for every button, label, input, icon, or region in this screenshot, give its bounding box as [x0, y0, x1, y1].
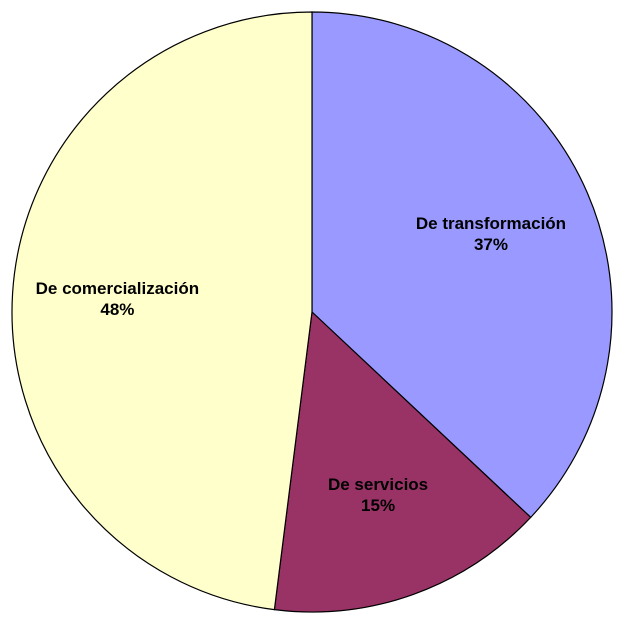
- slice-label: De transformación: [416, 214, 566, 233]
- slice-label: De comercialización: [36, 279, 199, 298]
- slice-value-label: 37%: [474, 235, 508, 254]
- pie-slice: [311, 11, 613, 519]
- slice-value-label: 48%: [100, 300, 134, 319]
- slice-label: De servicios: [328, 475, 428, 494]
- pie-slice: [11, 11, 313, 611]
- pie-slice: [273, 310, 532, 613]
- slice-value-label: 15%: [361, 496, 395, 515]
